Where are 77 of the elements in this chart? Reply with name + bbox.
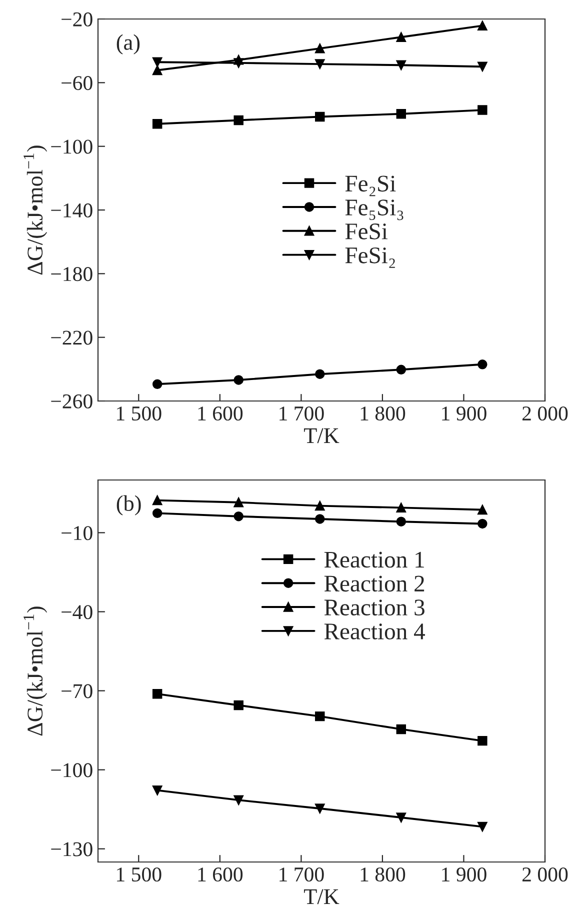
x-tick-label: 1 500 bbox=[117, 867, 162, 882]
y-axis-title: ΔG/(kJ•mol$^{−1}$) bbox=[24, 146, 48, 275]
y-tick-label: −10 bbox=[62, 526, 92, 540]
point bbox=[478, 360, 488, 370]
point bbox=[396, 60, 406, 70]
point bbox=[234, 375, 244, 385]
x-tick-label: 1 800 bbox=[360, 867, 406, 882]
x-tick-label: 2 000 bbox=[522, 406, 568, 421]
y-tick-label: −40 bbox=[62, 605, 92, 620]
point bbox=[152, 508, 162, 518]
x-tick-label: 1 700 bbox=[280, 867, 324, 882]
point bbox=[152, 495, 162, 506]
legend-label: FeSi₂ bbox=[345, 247, 395, 268]
y-tick-label: −20 bbox=[62, 12, 92, 26]
annotation: (b) bbox=[116, 495, 141, 516]
x-axis-title: T/K bbox=[304, 428, 340, 444]
legend-label: Reaction 3 bbox=[324, 600, 424, 616]
point bbox=[478, 736, 488, 746]
legend-label: Reaction 2 bbox=[324, 576, 424, 592]
point bbox=[315, 500, 325, 511]
point bbox=[152, 785, 162, 796]
x-tick-label: 1 500 bbox=[117, 406, 162, 421]
point bbox=[315, 59, 325, 69]
x-tick-label: 1 600 bbox=[198, 867, 243, 882]
point bbox=[396, 812, 406, 822]
y-tick-label: −220 bbox=[51, 330, 92, 345]
point bbox=[478, 62, 488, 72]
point bbox=[152, 119, 162, 129]
x-tick-label: 1 800 bbox=[360, 406, 406, 421]
legend-label: Fe₅Si₃ bbox=[345, 200, 404, 220]
point bbox=[152, 57, 162, 67]
point bbox=[478, 822, 488, 832]
point bbox=[234, 700, 244, 710]
point bbox=[396, 364, 406, 375]
point bbox=[396, 32, 406, 42]
x-tick-label: 1 900 bbox=[442, 867, 486, 882]
legend-label: Fe₂Si bbox=[345, 176, 396, 196]
y-tick-label: −130 bbox=[51, 842, 92, 856]
x-tick-label: 1 600 bbox=[198, 406, 243, 421]
y-tick-label: −140 bbox=[51, 203, 92, 218]
point bbox=[152, 379, 162, 389]
legend-label: Reaction 4 bbox=[324, 624, 425, 640]
point bbox=[396, 724, 406, 734]
point bbox=[315, 369, 325, 379]
y-tick-label: −260 bbox=[51, 394, 92, 408]
y-tick-label: −100 bbox=[51, 763, 92, 778]
point bbox=[478, 504, 488, 515]
point bbox=[396, 516, 406, 526]
y-tick-label: −60 bbox=[62, 76, 92, 90]
point bbox=[234, 498, 244, 508]
y-tick-label: −180 bbox=[51, 267, 92, 282]
point bbox=[478, 20, 488, 31]
annotation: (a) bbox=[116, 34, 140, 54]
point bbox=[234, 795, 244, 805]
legend-label: Reaction 1 bbox=[324, 552, 424, 568]
point bbox=[315, 711, 325, 722]
point bbox=[396, 109, 406, 119]
legend-label: FeSi bbox=[345, 224, 388, 240]
x-tick-label: 1 900 bbox=[442, 406, 486, 421]
point bbox=[315, 804, 325, 814]
y-tick-label: −70 bbox=[62, 684, 92, 698]
x-tick-label: 1 700 bbox=[280, 406, 324, 421]
point bbox=[234, 58, 244, 68]
y-axis-title: ΔG/(kJ•mol$^{−1}$) bbox=[24, 606, 48, 736]
point bbox=[315, 514, 325, 524]
x-axis-title: T/K bbox=[304, 889, 340, 904]
point bbox=[152, 689, 162, 699]
point bbox=[315, 112, 325, 122]
point bbox=[234, 115, 244, 126]
y-tick-label: −100 bbox=[51, 140, 92, 154]
x-tick-label: 2 000 bbox=[522, 867, 568, 882]
point bbox=[234, 511, 244, 522]
point bbox=[478, 518, 488, 529]
point bbox=[315, 44, 325, 54]
point bbox=[396, 502, 406, 513]
point bbox=[152, 65, 162, 76]
point bbox=[478, 105, 488, 115]
